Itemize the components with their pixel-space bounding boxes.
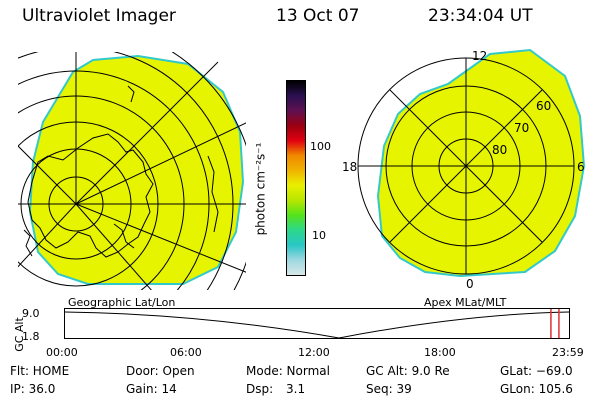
coastline-fragment <box>23 229 33 257</box>
geographic-caption: Geographic Lat/Lon <box>68 296 176 309</box>
status-ip: IP: 36.0 <box>10 382 56 396</box>
timeline-ytick-1: 1.8 <box>22 330 40 343</box>
status-seq: Seq: 39 <box>366 382 412 396</box>
mlt-meridians <box>358 58 574 274</box>
observation-time: 23:34:04 UT <box>428 6 533 26</box>
colorbar-label: photon cm⁻²s⁻¹ <box>253 142 268 236</box>
status-mode: Mode: Normal <box>246 364 330 378</box>
status-dsp-label: Dsp: <box>246 382 274 396</box>
continent-outline <box>27 133 154 258</box>
coastline-fragment <box>127 85 135 103</box>
longitude-lines <box>18 52 246 290</box>
mlt-label-18: 18 <box>342 160 357 174</box>
magnetic-caption: Apex MLat/MLT <box>424 296 507 309</box>
colorbar-tick-10: 10 <box>312 229 326 242</box>
mlat-label-70: 70 <box>514 121 529 135</box>
instrument-title: Ultraviolet Imager <box>22 6 176 26</box>
colorbar-tick-100: 100 <box>310 140 331 153</box>
status-gc-alt: GC Alt: 9.0 Re <box>366 364 450 378</box>
mlt-label-6: 6 <box>577 160 585 174</box>
status-flight: Flt: HOME <box>10 364 70 378</box>
mlat-label-80: 80 <box>492 143 507 157</box>
mlt-label-0: 0 <box>466 277 474 290</box>
timeline-ytick-9: 9.0 <box>22 307 40 320</box>
coastline-fragment <box>207 155 219 233</box>
geographic-map <box>18 52 246 290</box>
status-dsp-value: 3.1 <box>286 382 306 396</box>
magnetic-map: 12 18 6 0 60 70 80 <box>342 48 586 290</box>
timeline-xtick-1800: 18:00 <box>424 346 456 359</box>
timeline-xtick-1200: 12:00 <box>298 346 330 359</box>
status-door: Door: Open <box>126 364 195 378</box>
status-gain: Gain: 14 <box>126 382 177 396</box>
status-glon: GLon: 105.6 <box>500 382 573 396</box>
timeline-xtick-0600: 06:00 <box>170 346 202 359</box>
timeline-xtick-0000: 00:00 <box>46 346 78 359</box>
mlat-label-60: 60 <box>536 99 551 113</box>
colorbar <box>286 80 306 276</box>
observation-date: 13 Oct 07 <box>276 6 360 26</box>
aurora-image-geographic <box>28 54 245 285</box>
status-glat: GLat: −69.0 <box>500 364 573 378</box>
aurora-image-magnetic <box>376 48 586 278</box>
mlt-label-12: 12 <box>472 49 487 63</box>
altitude-curve <box>64 311 570 339</box>
orbit-timeline <box>64 308 570 339</box>
timeline-xtick-2359: 23:59 <box>552 346 584 359</box>
coastline-fragment <box>113 223 135 249</box>
